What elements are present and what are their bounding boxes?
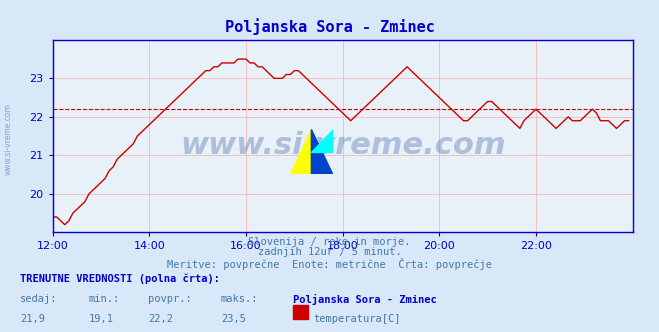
Text: sedaj:: sedaj:	[20, 294, 57, 304]
Text: www.si-vreme.com: www.si-vreme.com	[180, 131, 505, 160]
Polygon shape	[312, 129, 333, 174]
Text: Slovenija / reke in morje.: Slovenija / reke in morje.	[248, 237, 411, 247]
Text: 23,5: 23,5	[221, 314, 246, 324]
Text: maks.:: maks.:	[221, 294, 258, 304]
Text: Meritve: povprečne  Enote: metrične  Črta: povprečje: Meritve: povprečne Enote: metrične Črta:…	[167, 258, 492, 270]
Polygon shape	[312, 129, 333, 152]
Text: www.si-vreme.com: www.si-vreme.com	[3, 104, 13, 175]
Text: 22,2: 22,2	[148, 314, 173, 324]
Text: 19,1: 19,1	[89, 314, 114, 324]
Text: zadnjih 12ur / 5 minut.: zadnjih 12ur / 5 minut.	[258, 247, 401, 257]
Text: povpr.:: povpr.:	[148, 294, 192, 304]
Text: min.:: min.:	[89, 294, 120, 304]
Text: Poljanska Sora - Zminec: Poljanska Sora - Zminec	[225, 18, 434, 35]
Bar	[293, 305, 308, 319]
Text: Poljanska Sora - Zminec: Poljanska Sora - Zminec	[293, 294, 437, 305]
Text: temperatura[C]: temperatura[C]	[313, 314, 401, 324]
Text: 21,9: 21,9	[20, 314, 45, 324]
Polygon shape	[290, 129, 312, 174]
Text: TRENUTNE VREDNOSTI (polna črta):: TRENUTNE VREDNOSTI (polna črta):	[20, 274, 219, 285]
